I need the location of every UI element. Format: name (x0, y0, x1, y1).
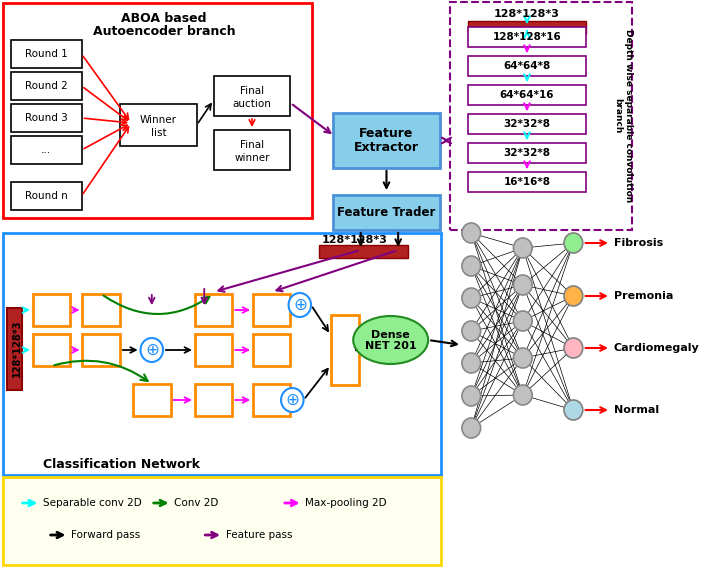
Text: 64*64*16: 64*64*16 (500, 90, 554, 100)
FancyBboxPatch shape (195, 294, 232, 326)
FancyBboxPatch shape (333, 195, 440, 230)
FancyBboxPatch shape (469, 114, 586, 134)
FancyBboxPatch shape (450, 2, 632, 230)
Text: Feature Trader: Feature Trader (337, 206, 435, 219)
Circle shape (462, 223, 481, 243)
Text: Round 3: Round 3 (25, 113, 68, 123)
FancyArrowPatch shape (103, 295, 210, 314)
Text: 32*32*8: 32*32*8 (503, 148, 551, 158)
FancyBboxPatch shape (253, 294, 290, 326)
FancyBboxPatch shape (11, 182, 81, 210)
Text: Cardiomegaly: Cardiomegaly (614, 343, 700, 353)
FancyBboxPatch shape (11, 136, 81, 164)
Text: Round 2: Round 2 (25, 81, 68, 91)
Text: Autoencoder branch: Autoencoder branch (93, 24, 235, 37)
Circle shape (513, 348, 532, 368)
FancyBboxPatch shape (214, 76, 290, 116)
Text: Round 1: Round 1 (25, 49, 68, 59)
FancyBboxPatch shape (469, 85, 586, 105)
Circle shape (513, 275, 532, 295)
FancyBboxPatch shape (3, 233, 441, 475)
FancyBboxPatch shape (319, 245, 408, 258)
FancyBboxPatch shape (3, 3, 312, 218)
FancyBboxPatch shape (11, 72, 81, 100)
Circle shape (462, 418, 481, 438)
Text: list: list (151, 128, 166, 138)
Circle shape (513, 311, 532, 331)
Circle shape (564, 400, 583, 420)
FancyBboxPatch shape (253, 384, 290, 416)
Text: 32*32*8: 32*32*8 (503, 119, 551, 129)
Text: Feature: Feature (359, 127, 413, 140)
Text: winner: winner (234, 153, 270, 163)
Text: Depth wise separable convolution
branch: Depth wise separable convolution branch (613, 30, 633, 203)
Text: Fibrosis: Fibrosis (614, 238, 663, 248)
Circle shape (281, 388, 304, 412)
Text: Feature pass: Feature pass (226, 530, 292, 540)
Text: Dense: Dense (371, 330, 410, 340)
FancyBboxPatch shape (469, 143, 586, 163)
FancyBboxPatch shape (469, 21, 586, 34)
Text: Max-pooling 2D: Max-pooling 2D (305, 498, 387, 508)
Text: $\oplus$: $\oplus$ (144, 341, 159, 359)
Text: 128*128*3: 128*128*3 (321, 235, 387, 245)
Text: ABOA based: ABOA based (121, 11, 207, 24)
Text: Classification Network: Classification Network (43, 458, 200, 471)
FancyBboxPatch shape (8, 308, 21, 390)
Text: ...: ... (41, 145, 52, 155)
Circle shape (564, 286, 583, 306)
FancyBboxPatch shape (133, 384, 171, 416)
Text: 128*128*3: 128*128*3 (12, 319, 22, 377)
Text: auction: auction (233, 99, 271, 109)
Text: Premonia: Premonia (614, 291, 673, 301)
Text: Conv 2D: Conv 2D (174, 498, 219, 508)
FancyBboxPatch shape (333, 113, 440, 168)
Text: $\oplus$: $\oplus$ (292, 296, 307, 314)
Circle shape (462, 353, 481, 373)
FancyBboxPatch shape (82, 334, 120, 366)
Text: Forward pass: Forward pass (72, 530, 140, 540)
FancyBboxPatch shape (3, 477, 441, 565)
Text: Final: Final (240, 140, 264, 150)
Circle shape (564, 338, 583, 358)
Text: 128*128*3: 128*128*3 (493, 9, 559, 19)
Circle shape (289, 293, 311, 317)
Text: 128*128*16: 128*128*16 (493, 32, 561, 42)
Text: Normal: Normal (614, 405, 659, 415)
Ellipse shape (353, 316, 428, 364)
Circle shape (462, 386, 481, 406)
Circle shape (564, 233, 583, 253)
FancyBboxPatch shape (214, 130, 290, 170)
FancyBboxPatch shape (120, 104, 197, 146)
FancyBboxPatch shape (469, 27, 586, 47)
Circle shape (462, 321, 481, 341)
FancyBboxPatch shape (11, 104, 81, 132)
FancyBboxPatch shape (82, 294, 120, 326)
Text: 64*64*8: 64*64*8 (503, 61, 551, 71)
Text: $\oplus$: $\oplus$ (285, 391, 299, 409)
FancyBboxPatch shape (253, 334, 290, 366)
Circle shape (462, 288, 481, 308)
FancyBboxPatch shape (195, 384, 232, 416)
Text: Winner: Winner (140, 115, 177, 125)
Text: Final: Final (240, 86, 264, 96)
Text: Separable conv 2D: Separable conv 2D (43, 498, 142, 508)
FancyBboxPatch shape (195, 334, 232, 366)
Circle shape (462, 256, 481, 276)
FancyBboxPatch shape (11, 40, 81, 68)
Text: 16*16*8: 16*16*8 (503, 177, 551, 187)
Text: Round n: Round n (25, 191, 68, 201)
FancyBboxPatch shape (33, 334, 70, 366)
Circle shape (140, 338, 163, 362)
Circle shape (513, 238, 532, 258)
FancyBboxPatch shape (331, 315, 359, 385)
Circle shape (513, 385, 532, 405)
Text: Extractor: Extractor (354, 141, 419, 154)
FancyArrowPatch shape (55, 361, 148, 381)
FancyBboxPatch shape (469, 172, 586, 192)
FancyBboxPatch shape (33, 294, 70, 326)
Text: NET 201: NET 201 (365, 341, 416, 351)
FancyBboxPatch shape (469, 56, 586, 76)
